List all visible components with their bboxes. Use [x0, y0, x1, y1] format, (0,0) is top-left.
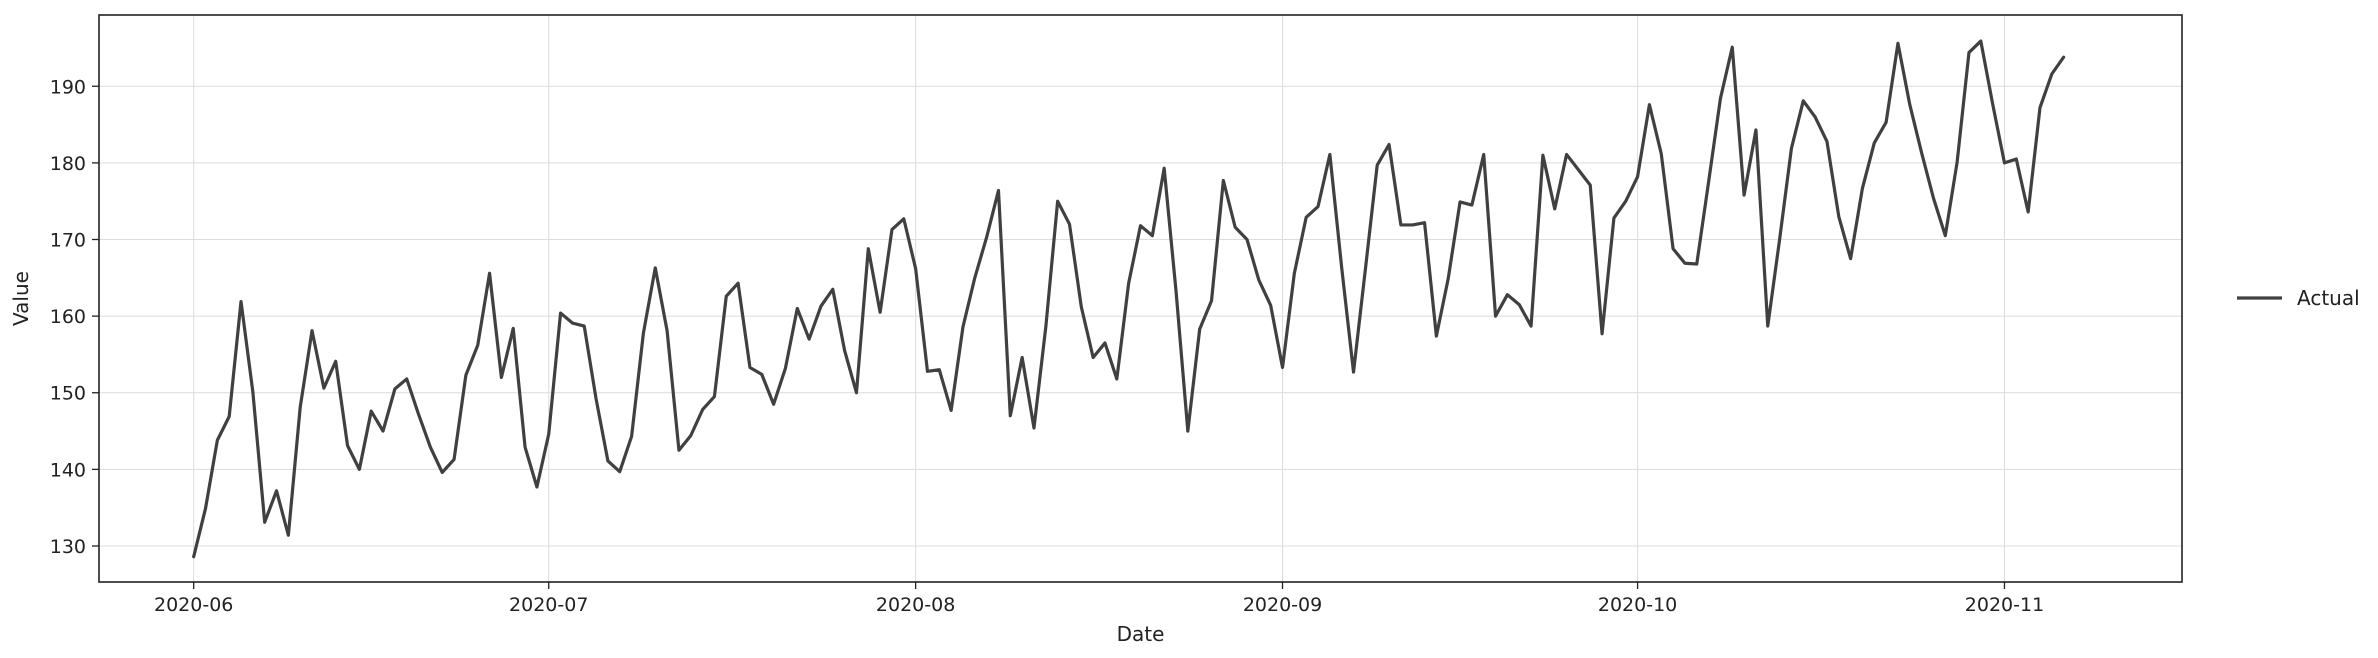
x-tick-label: 2020-11: [1965, 594, 2044, 616]
series-line-actual: [192, 39, 2066, 559]
x-tick-label: 2020-07: [509, 594, 588, 616]
x-tick-label: 2020-08: [876, 594, 955, 616]
series-lines: [192, 39, 2066, 559]
y-tick-label: 170: [50, 230, 86, 252]
x-tick-label: 2020-10: [1598, 594, 1677, 616]
y-tick-label: 180: [50, 153, 86, 175]
x-tick-label: 2020-06: [154, 594, 233, 616]
plot-frame: [98, 14, 2183, 583]
x-axis-label: Date: [1117, 622, 1165, 646]
y-tick-label: 160: [50, 306, 86, 328]
grid-lines: [99, 15, 2182, 582]
y-axis-label: Value: [9, 271, 33, 326]
y-tick-label: 130: [50, 536, 86, 558]
y-tick-label: 140: [50, 459, 86, 481]
x-tick-label: 2020-09: [1243, 594, 1322, 616]
y-tick-label: 190: [50, 76, 86, 98]
legend-label-actual: Actual: [2297, 286, 2360, 310]
y-tick-label: 150: [50, 383, 86, 405]
y-axis-ticks: 130 140 150 160 170 180 190: [50, 76, 99, 558]
legend: Actual: [2237, 286, 2360, 310]
x-axis-ticks: 2020-06 2020-07 2020-08 2020-09 2020-10 2020-…: [154, 582, 2044, 616]
